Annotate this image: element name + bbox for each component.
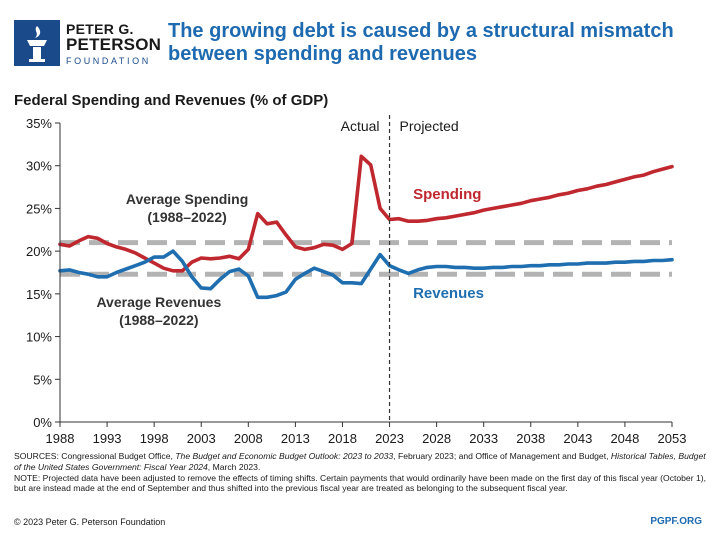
line-chart: 0% 5% 10% 15% 20% 25% 30% 35% 1988 1993 1998 2003 20… — [26, 115, 686, 446]
headline: The growing debt is caused by a structur… — [168, 20, 674, 65]
x-tick-label: 2028 — [422, 431, 451, 446]
series-lines — [58, 154, 674, 300]
avg-revenues-label-line1: Average Revenues — [96, 294, 221, 310]
series-line-spending — [58, 154, 674, 273]
chart-title: Federal Spending and Revenues (% of GDP) — [14, 92, 329, 109]
series-label-revenues: Revenues — [413, 285, 484, 302]
x-tick-label: 2043 — [563, 431, 592, 446]
x-tick-label: 2048 — [610, 431, 639, 446]
copyright: © 2023 Peter G. Peterson Foundation — [14, 517, 166, 527]
avg-spending-label-line1: Average Spending — [126, 191, 248, 207]
y-tick-label: 25% — [26, 201, 52, 216]
x-tick-label: 2003 — [187, 431, 216, 446]
logo-text-line1: PETER G. — [66, 21, 134, 37]
sources-note: SOURCES: Congressional Budget Office, Th… — [14, 451, 706, 494]
x-tick-label: 2018 — [328, 431, 357, 446]
y-tick-label: 15% — [26, 287, 52, 302]
x-tick-label: 2023 — [375, 431, 404, 446]
y-tick-label: 30% — [26, 159, 52, 174]
logo-text-line3: FOUNDATION — [66, 56, 151, 66]
divider-label-actual: Actual — [341, 118, 380, 134]
series-line-revenues — [58, 249, 674, 300]
avg-spending-label-line2: (1988–2022) — [147, 209, 226, 225]
x-tick-label: 2013 — [281, 431, 310, 446]
pgpf-logo: PETER G. PETERSON FOUNDATION — [14, 20, 164, 66]
torch-logo-icon — [14, 20, 60, 66]
site-link[interactable]: PGPF.ORG — [650, 516, 702, 527]
projection-note: NOTE: Projected data have been adjusted … — [14, 472, 706, 494]
sources-title-omb: Historical Tables, Budget of the United … — [14, 451, 706, 472]
y-tick-label: 10% — [26, 330, 52, 345]
logo-text-line2: PETERSON — [66, 35, 162, 54]
avg-revenues-label-line2: (1988–2022) — [119, 312, 198, 328]
divider-label-projected: Projected — [400, 118, 459, 134]
chart-labels: Actual Projected Average Spending (1988–202… — [96, 118, 483, 328]
x-tick-label: 1998 — [140, 431, 169, 446]
y-tick-label: 20% — [26, 244, 52, 259]
sources-suffix: , March 2023. — [207, 461, 261, 472]
x-tick-label: 2008 — [234, 431, 263, 446]
x-tick-label: 2038 — [516, 431, 545, 446]
y-tick-label: 0% — [33, 415, 52, 430]
sources-mid: , February 2023; and Office of Managemen… — [393, 451, 611, 461]
y-tick-label: 5% — [33, 372, 52, 387]
x-tick-label: 1988 — [46, 431, 75, 446]
axes: 0% 5% 10% 15% 20% 25% 30% 35% 1988 1993 1998 2003 20… — [26, 115, 686, 446]
x-tick-label: 1993 — [93, 431, 122, 446]
y-tick-label: 35% — [26, 116, 52, 131]
x-tick-label: 2033 — [469, 431, 498, 446]
sources-title-cbo: The Budget and Economic Budget Outlook: … — [175, 451, 394, 461]
series-label-spending: Spending — [413, 186, 481, 203]
x-tick-label: 2053 — [658, 431, 687, 446]
sources-prefix: SOURCES: Congressional Budget Office, — [14, 451, 176, 461]
